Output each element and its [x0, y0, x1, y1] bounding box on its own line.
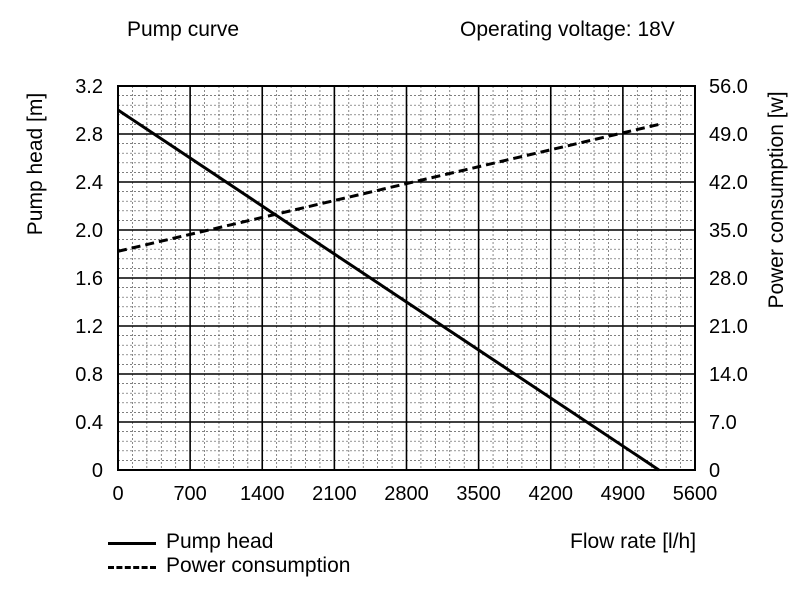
y-tick-label-right: 14.0	[709, 364, 748, 386]
y-tick-label-right: 42.0	[709, 172, 748, 194]
y-tick-label-left: 3.2	[75, 76, 103, 98]
x-tick-label: 0	[112, 483, 123, 505]
y-tick-label-right: 49.0	[709, 124, 748, 146]
x-axis-label: Flow rate [l/h]	[570, 530, 697, 553]
y-tick-label-left: 2.4	[75, 172, 103, 194]
plot-frame	[117, 85, 696, 471]
chart-title: Pump curve	[127, 18, 240, 41]
y-axis-label-left: Pump head [m]	[24, 93, 47, 235]
legend-line-pump-head	[108, 542, 156, 545]
y-tick-label-right: 0	[709, 460, 720, 482]
x-tick-label: 1400	[240, 483, 285, 505]
y-tick-label-left: 0	[92, 460, 103, 482]
tick-labels: 0 700 1400 2100 2800 3500 4200 4900 560000.40.81…	[75, 76, 748, 505]
y-tick-label-left: 2.0	[75, 220, 103, 242]
y-tick-label-right: 35.0	[709, 220, 748, 242]
y-tick-label-right: 56.0	[709, 76, 748, 98]
x-tick-label: 4900	[601, 483, 646, 505]
major-grid	[118, 86, 695, 470]
y-tick-label-left: 2.8	[75, 124, 103, 146]
legend-label-power-consumption: Power consumption	[166, 554, 351, 577]
y-axis-label-right: Power consumption [w]	[765, 91, 788, 308]
y-tick-label-left: 1.6	[75, 268, 103, 290]
x-tick-label: 2100	[312, 483, 357, 505]
y-tick-label-right: 28.0	[709, 268, 748, 290]
y-tick-label-left: 0.4	[75, 412, 103, 434]
series-layer	[117, 108, 660, 472]
operating-voltage-label: Operating voltage: 18V	[460, 18, 675, 41]
y-tick-label-left: 0.8	[75, 364, 103, 386]
y-tick-label-right: 21.0	[709, 316, 748, 338]
legend-line-power-consumption	[108, 566, 156, 569]
series-line-power-consumption	[117, 122, 660, 253]
x-tick-label: 4200	[529, 483, 574, 505]
series-line-pump-head	[117, 108, 660, 472]
y-tick-label-right: 7.0	[709, 412, 737, 434]
x-tick-label: 2800	[384, 483, 429, 505]
x-tick-label: 5600	[673, 483, 718, 505]
legend-label-pump-head: Pump head	[166, 530, 274, 553]
y-tick-label-left: 1.2	[75, 316, 103, 338]
x-tick-label: 700	[173, 483, 206, 505]
x-tick-label: 3500	[456, 483, 501, 505]
